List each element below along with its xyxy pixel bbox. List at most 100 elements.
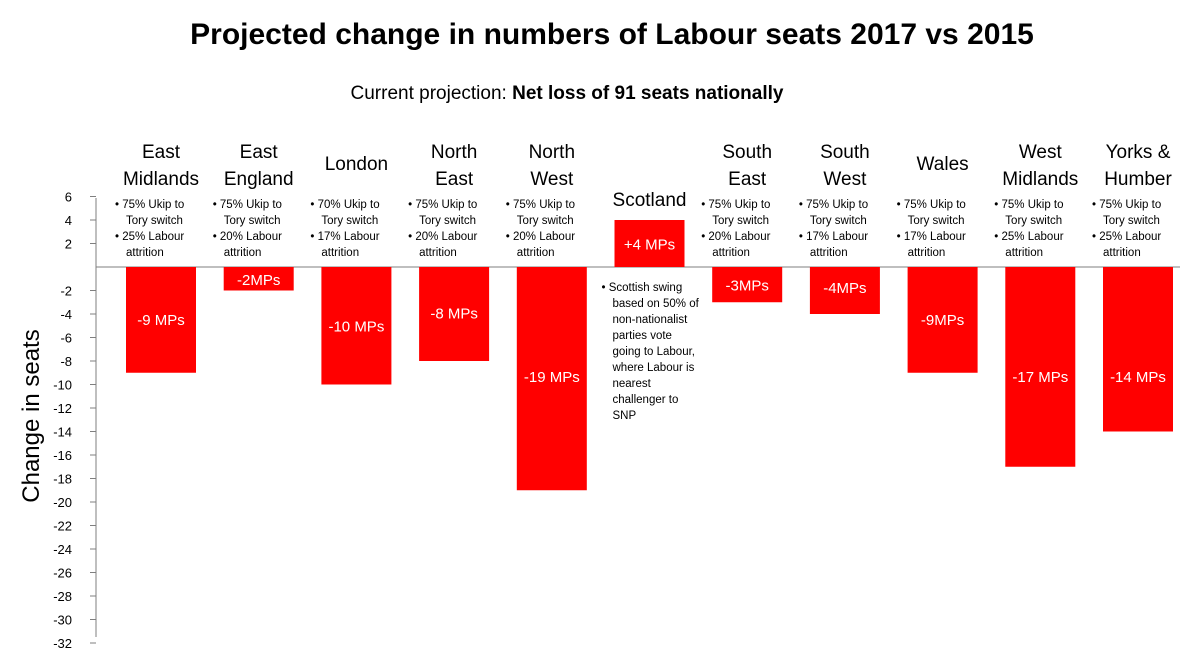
category-labels: East Midlands • 75% Ukip to Tory switch • 25… [115,142,1172,422]
category-label: Scotland [613,190,687,211]
bar-data-label: -14 MPs [1110,369,1166,386]
category-label: Humber [1104,169,1172,190]
category-label: West [823,169,867,190]
bar [809,267,880,314]
category-note: SNP [613,410,637,422]
category-note: • 17% Labour [897,231,966,243]
y-tick-label: -28 [53,589,72,604]
category-label: Midlands [1002,169,1078,190]
y-tick-label: -12 [53,401,72,416]
bar [907,267,978,373]
category-note: attrition [1103,247,1141,259]
category-label: Yorks & [1106,142,1171,163]
category-note: • Scottish swing [602,282,683,294]
bar-data-label: -9MPs [921,312,964,329]
category-note: attrition [321,247,359,259]
category-note: attrition [712,247,750,259]
category-note: Tory switch [126,215,183,227]
subtitle-bold: Net loss of 91 seats nationally [512,83,784,104]
y-tick-label: -24 [53,542,72,557]
chart-title: Projected change in numbers of Labour se… [190,18,1034,51]
category-note: • 17% Labour [310,231,379,243]
category-note: • 20% Labour [213,231,282,243]
category-note: Tory switch [712,215,769,227]
category-note: based on 50% of [613,298,700,310]
category-note: Tory switch [224,215,281,227]
category-note: attrition [1005,247,1043,259]
category-label: East [240,142,279,163]
subtitle-prefix: Current projection: [351,83,513,104]
category-note: Tory switch [810,215,867,227]
chart-subtitle: Current projection: Net loss of 91 seats… [351,83,784,104]
category-note: • 25% Labour [1092,231,1161,243]
y-tick-label: -8 [60,354,72,369]
category-note: • 75% Ukip to [994,199,1063,211]
category-note: attrition [419,247,457,259]
category-note: • 70% Ukip to [310,199,379,211]
category-note: going to Labour, [613,346,696,358]
category-note: Tory switch [908,215,965,227]
y-tick-label: -22 [53,519,72,534]
bar [712,267,783,303]
y-tick-label: -4 [60,307,72,322]
category-note: • 75% Ukip to [799,199,868,211]
bar-data-label: -3MPs [726,278,769,295]
category-note: • 75% Ukip to [213,199,282,211]
category-label: Midlands [123,169,199,190]
category-note: Tory switch [517,215,574,227]
bar-data-label: -9 MPs [137,312,185,329]
category-note: non-nationalist [613,314,689,326]
category-note: parties vote [613,330,672,342]
bar-data-label: -4MPs [823,280,866,297]
bar [1103,267,1173,432]
bar [223,267,294,291]
bar [516,267,587,491]
y-tick-label: 6 [65,190,72,205]
bar-data-label: +4 MPs [624,237,675,254]
bar-data-label: -10 MPs [328,319,384,336]
y-tick-label: -26 [53,566,72,581]
bar-data-label: -2MPs [237,272,280,289]
category-note: • 75% Ukip to [115,199,184,211]
category-note: • 17% Labour [799,231,868,243]
category-note: Tory switch [1005,215,1062,227]
y-axis-label: Change in seats [18,329,45,502]
bar [419,267,490,361]
category-label: North [529,142,575,163]
y-tick-label: -18 [53,472,72,487]
category-label: East [728,169,767,190]
category-note: Tory switch [321,215,378,227]
category-note: • 25% Labour [994,231,1063,243]
category-note: attrition [224,247,262,259]
y-tick-label: -30 [53,613,72,628]
y-tick-label: -6 [60,331,72,346]
category-note: • 75% Ukip to [408,199,477,211]
category-label: England [224,169,294,190]
category-note: • 20% Labour [506,231,575,243]
category-label: East [435,169,474,190]
y-tick-label: -20 [53,495,72,510]
category-note: • 75% Ukip to [701,199,770,211]
category-note: • 20% Labour [408,231,477,243]
bars: -9 MPs -2MPs -10 MPs -8 MPs -19 MPs +4 MPs -3M… [126,220,1173,491]
category-note: • 75% Ukip to [1092,199,1161,211]
bar-data-label: -17 MPs [1012,369,1068,386]
y-tick-label: -10 [53,378,72,393]
category-label: South [820,142,870,163]
category-note: Tory switch [1103,215,1160,227]
category-note: attrition [908,247,946,259]
category-note: challenger to [613,394,679,406]
category-note: • 20% Labour [701,231,770,243]
y-tick-label: -14 [53,425,72,440]
category-note: • 75% Ukip to [897,199,966,211]
category-label: West [530,169,574,190]
category-note: • 25% Labour [115,231,184,243]
category-note: where Labour is [612,362,695,374]
category-label: South [722,142,772,163]
category-note: attrition [810,247,848,259]
y-tick-label: 2 [65,237,72,252]
category-label: Wales [917,154,969,175]
y-tick-label: -16 [53,448,72,463]
